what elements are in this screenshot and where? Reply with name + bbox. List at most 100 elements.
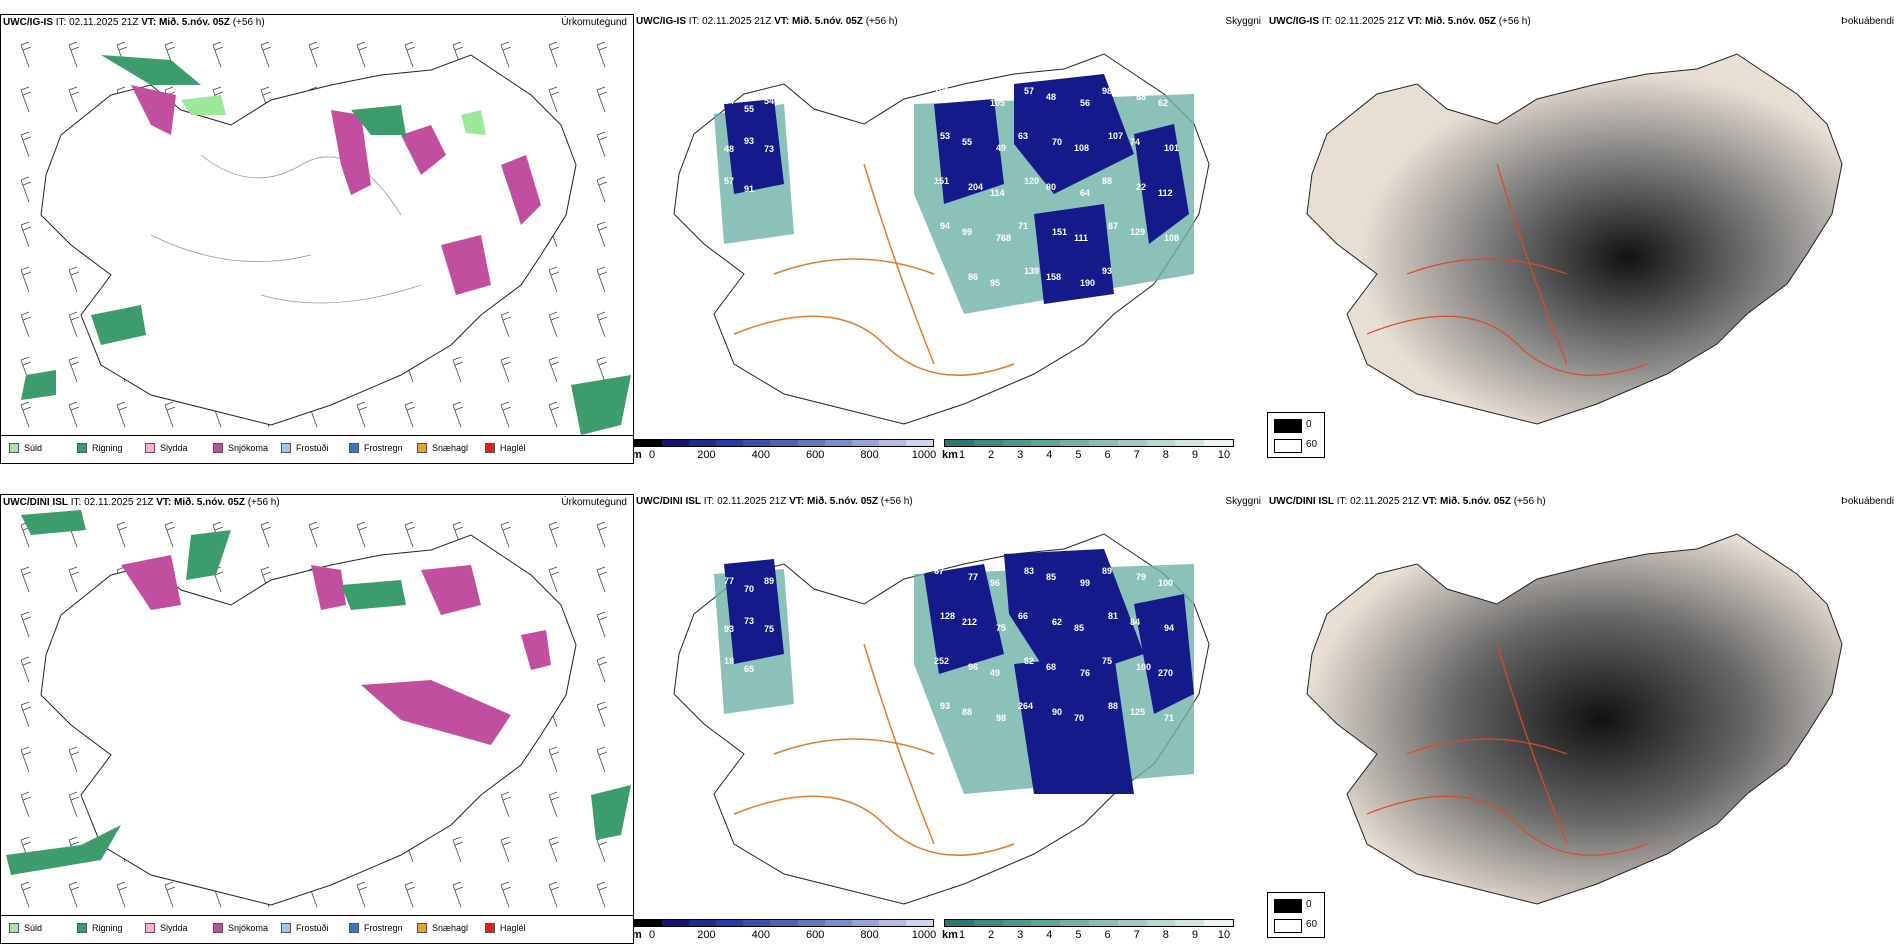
legend-label: Frostregn <box>364 443 403 453</box>
legend-item: Rigning <box>77 922 123 934</box>
km-colorbar: km 1 2 3 4 5 6 7 8 9 10 <box>942 439 1234 463</box>
wind-barb <box>548 356 560 383</box>
visibility-value: 86 <box>968 272 978 282</box>
visibility-value: 88 <box>1102 176 1112 186</box>
visibility-value: 22 <box>1136 182 1146 192</box>
wind-barb <box>548 401 560 428</box>
colorbar-tick: 600 <box>806 449 825 461</box>
visibility-value: 89 <box>1102 566 1112 576</box>
visibility-value: 93 <box>724 624 734 634</box>
colorbar-cell <box>1002 440 1032 446</box>
panel-product-label: Þokuábendi <box>1841 496 1894 507</box>
colorbar-cell <box>635 920 663 926</box>
visibility-value: 89 <box>764 576 774 586</box>
wind-barb <box>596 356 608 383</box>
visibility-value: 68 <box>1046 662 1056 672</box>
visibility-value: 64 <box>724 96 734 106</box>
fog-map-panel-top: UWC/IG-IS IT: 02.11.2025 21Z VT: Mið. 5.… <box>1267 14 1900 464</box>
fog-legend: 0 60 <box>1267 892 1325 938</box>
colorbar-tick: 8 <box>1162 449 1169 461</box>
visibility-map: 64 55 54 48 93 73 57 91 100 86 105 57 48 56 98 68 62 53 55… <box>673 53 1210 425</box>
panel-title: UWC/DINI ISL IT: 02.11.2025 21Z VT: Mið.… <box>636 496 913 507</box>
wind-barb <box>356 41 368 68</box>
visibility-value: 90 <box>1052 707 1062 717</box>
legend-label: Súld <box>24 443 43 453</box>
wind-barb <box>404 41 416 68</box>
wind-barb <box>548 41 560 68</box>
colorbar-cell <box>851 920 879 926</box>
panel-product-label: Skyggni <box>1225 16 1261 27</box>
fog-legend: 0 60 <box>1267 412 1325 458</box>
visibility-value: 212 <box>962 617 977 627</box>
visibility-value: 57 <box>1024 86 1034 96</box>
wind-barb <box>68 746 80 773</box>
visibility-value: 48 <box>724 144 734 154</box>
colorbar-cell <box>1175 440 1205 446</box>
panel-title: UWC/IG-IS IT: 02.11.2025 21Z VT: Mið. 5.… <box>1269 16 1531 27</box>
visibility-value: 82 <box>1024 656 1034 666</box>
legend-item: Snjókoma <box>213 442 268 454</box>
visibility-value: 98 <box>996 713 1006 723</box>
visibility-value: 87 <box>1108 221 1118 231</box>
wind-barb <box>596 311 608 338</box>
wind-barb <box>20 41 32 68</box>
visibility-value: 120 <box>1024 176 1039 186</box>
wind-barb <box>596 566 608 593</box>
fog-legend-label: 0 <box>1306 419 1312 430</box>
iceland-coastline <box>40 54 577 426</box>
wind-barb <box>356 521 368 548</box>
wind-barb <box>548 86 560 113</box>
legend-label: Snæhagl <box>432 923 469 933</box>
wind-barb <box>596 266 608 293</box>
precip-map-panel-top: UWC/IG-IS IT: 02.11.2025 21Z VT: Mið. 5.… <box>0 14 634 464</box>
visibility-value: 93 <box>940 701 950 711</box>
visibility-value: 88 <box>1108 701 1118 711</box>
visibility-map-panel-top: UWC/IG-IS IT: 02.11.2025 21Z VT: Mið. 5.… <box>634 14 1267 464</box>
visibility-value: 99 <box>1080 578 1090 588</box>
fog-map <box>1306 533 1843 905</box>
legend-item: Haglél <box>485 922 526 934</box>
colorbar-tick: 400 <box>751 929 770 941</box>
visibility-value: 79 <box>1136 572 1146 582</box>
visibility-value: 77 <box>724 576 734 586</box>
colorbar-tick: 800 <box>860 449 879 461</box>
colorbar-cell <box>689 440 717 446</box>
legend-item: Súld <box>9 442 42 454</box>
colorbar-tick: 3 <box>1017 449 1024 461</box>
visibility-value: 100 <box>934 86 949 96</box>
legend-swatch <box>9 443 19 453</box>
colorbar-cell <box>1204 440 1233 446</box>
wind-barb <box>20 656 32 683</box>
visibility-value: 70 <box>1074 713 1084 723</box>
wind-barb <box>404 521 416 548</box>
visibility-value: 88 <box>962 707 972 717</box>
wind-barb <box>20 746 32 773</box>
visibility-value: 108 <box>1164 233 1179 243</box>
fog-legend-label: 60 <box>1306 919 1318 930</box>
visibility-value: 56 <box>1080 98 1090 108</box>
wind-barb <box>68 566 80 593</box>
wind-barb <box>596 656 608 683</box>
visibility-value: 53 <box>940 131 950 141</box>
wind-barb <box>500 791 512 818</box>
legend-swatch <box>213 923 223 933</box>
precip-map <box>20 41 631 435</box>
km-colorbar: km 1 2 3 4 5 6 7 8 9 10 <box>942 919 1234 943</box>
wind-barb <box>68 86 80 113</box>
legend-swatch <box>281 443 291 453</box>
visibility-value: 81 <box>1108 611 1118 621</box>
legend-swatch <box>213 443 223 453</box>
wind-barb <box>164 521 176 548</box>
legend-label: Frostúði <box>296 443 329 453</box>
colorbar-cell <box>770 440 798 446</box>
legend-label: Snjókoma <box>228 443 269 453</box>
legend-swatch <box>77 443 87 453</box>
visibility-value: 112 <box>1158 188 1173 198</box>
visibility-value: 105 <box>990 98 1005 108</box>
colorbar-tick: 9 <box>1191 449 1198 461</box>
visibility-value: 270 <box>1158 668 1173 678</box>
colorbar-tick: 4 <box>1046 929 1053 941</box>
visibility-values: 77 70 89 93 73 75 18 65 67 77 96 83 85 99 89 79 100 128 21… <box>724 566 1174 723</box>
visibility-value: 65 <box>744 664 754 674</box>
wind-barb <box>20 611 32 638</box>
